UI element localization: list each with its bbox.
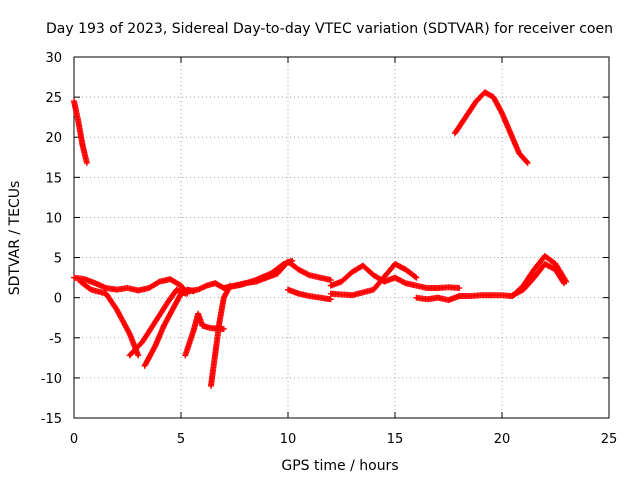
y-tick-label: 10 bbox=[45, 211, 62, 226]
data-point bbox=[289, 257, 296, 264]
x-tick-label: 10 bbox=[280, 432, 297, 447]
series-track-o bbox=[509, 260, 568, 299]
y-tick-label: 0 bbox=[54, 292, 62, 307]
y-axis-title: SDTVAR / TECUs bbox=[7, 181, 23, 296]
series-track-g bbox=[182, 310, 227, 359]
series-track-k bbox=[285, 286, 334, 303]
series-track-c bbox=[71, 274, 191, 297]
data-point bbox=[456, 285, 463, 292]
x-tick-label: 0 bbox=[70, 432, 78, 447]
series-track-a bbox=[71, 98, 90, 166]
y-tick-label: -10 bbox=[41, 372, 62, 387]
plot-frame bbox=[73, 56, 610, 419]
data-point bbox=[524, 159, 531, 166]
x-tick-label: 25 bbox=[601, 432, 618, 447]
y-tick-label: -15 bbox=[41, 412, 62, 427]
data-point bbox=[327, 277, 334, 284]
y-tick-label: 25 bbox=[45, 91, 62, 106]
y-tick-label: 15 bbox=[45, 171, 62, 186]
chart-title: Day 193 of 2023, Sidereal Day-to-day VTE… bbox=[46, 21, 613, 37]
series-track-l bbox=[327, 262, 463, 292]
series-track-f bbox=[126, 286, 189, 359]
data-point bbox=[135, 352, 142, 359]
y-tick-label: -5 bbox=[49, 332, 62, 347]
x-tick-label: 20 bbox=[494, 432, 511, 447]
data-points bbox=[71, 89, 570, 389]
y-tick-label: 5 bbox=[54, 252, 62, 267]
data-point bbox=[83, 159, 90, 166]
series-track-h bbox=[207, 282, 234, 389]
data-point bbox=[412, 273, 419, 280]
series-track-b bbox=[451, 89, 531, 166]
grid bbox=[74, 57, 609, 418]
series-track-j bbox=[220, 257, 296, 292]
data-point bbox=[220, 325, 227, 332]
series-track-m bbox=[327, 260, 420, 299]
data-point bbox=[523, 158, 530, 165]
x-axis-title: GPS time / hours bbox=[281, 458, 398, 474]
series-track-n bbox=[413, 252, 570, 304]
x-tick-label: 5 bbox=[177, 432, 185, 447]
data-point bbox=[413, 274, 420, 281]
data-point bbox=[327, 296, 334, 303]
y-tick-label: 30 bbox=[45, 51, 62, 66]
y-tick-label: 20 bbox=[45, 131, 62, 146]
data-point bbox=[560, 278, 567, 285]
data-point bbox=[561, 280, 568, 287]
axis-ticks: 0 5 10 15 20 25 -15 -10 -5 0 5 10 15 20 25 30 bbox=[41, 51, 618, 447]
x-tick-label: 15 bbox=[387, 432, 404, 447]
